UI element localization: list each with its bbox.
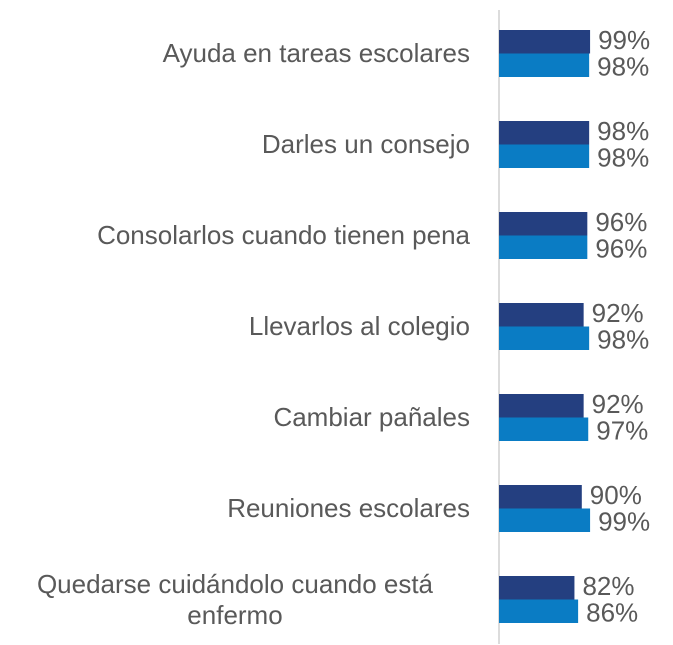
- category-label: Consolarlos cuando tienen pena: [97, 220, 470, 250]
- value-label: 98%: [597, 324, 649, 354]
- value-label: 96%: [595, 233, 647, 263]
- value-label: 98%: [597, 142, 649, 172]
- value-label: 90%: [590, 480, 642, 510]
- bar: [499, 30, 591, 54]
- category-label: Cambiar pañales: [273, 402, 470, 432]
- bar: [499, 53, 590, 77]
- category-label: Quedarse cuidándolo cuando está enfermo: [36, 568, 434, 630]
- bar: [499, 144, 590, 168]
- value-label: 96%: [595, 207, 647, 237]
- bar: [499, 485, 582, 509]
- bar: [499, 394, 584, 418]
- bar: [499, 121, 590, 145]
- category-label: Llevarlos al colegio: [248, 311, 470, 341]
- value-label: 99%: [598, 25, 650, 55]
- value-label: 92%: [592, 298, 644, 328]
- bar: [499, 599, 579, 623]
- bar: [499, 326, 590, 350]
- bar: [499, 235, 588, 259]
- category-label: Reuniones escolares: [227, 493, 470, 523]
- value-label: 99%: [598, 506, 650, 536]
- value-label: 86%: [586, 597, 638, 627]
- value-label: 98%: [597, 116, 649, 146]
- value-label: 98%: [597, 51, 649, 81]
- bar: [499, 212, 588, 236]
- category-label: Darles un consejo: [261, 129, 470, 159]
- value-label: 97%: [596, 415, 648, 445]
- value-label: 92%: [592, 389, 644, 419]
- bar: [499, 576, 575, 600]
- category-label: Ayuda en tareas escolares: [162, 38, 470, 68]
- bar: [499, 508, 591, 532]
- bar: [499, 417, 589, 441]
- value-label: 82%: [582, 571, 634, 601]
- bar: [499, 303, 584, 327]
